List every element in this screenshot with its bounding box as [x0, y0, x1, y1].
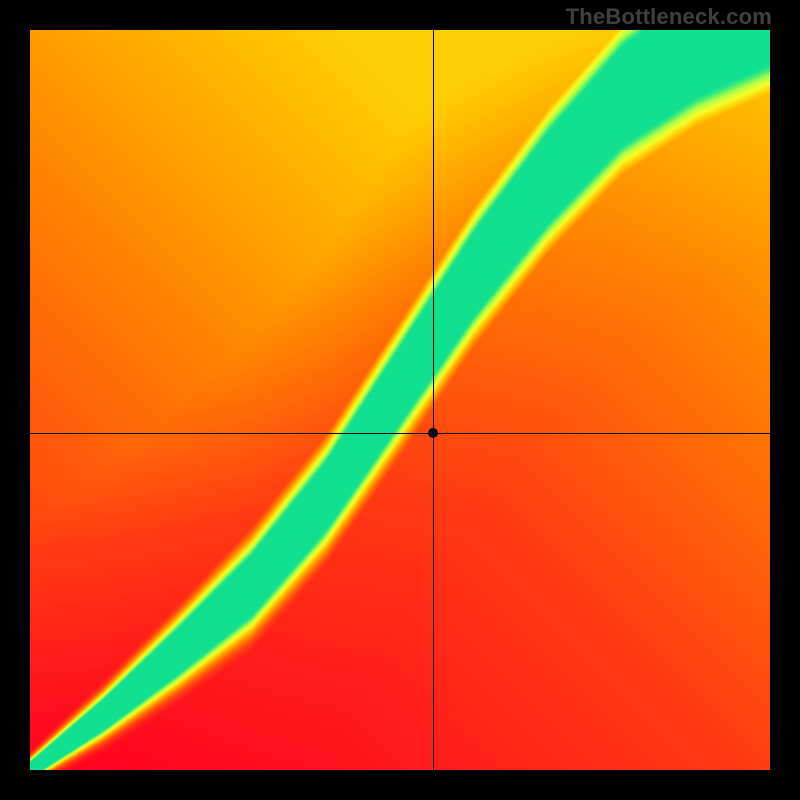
heatmap-plot	[30, 30, 770, 770]
chart-frame: TheBottleneck.com	[0, 0, 800, 800]
crosshair-vertical	[433, 30, 434, 770]
heatmap-canvas	[30, 30, 770, 770]
watermark-text: TheBottleneck.com	[566, 4, 772, 30]
crosshair-horizontal	[30, 433, 770, 434]
